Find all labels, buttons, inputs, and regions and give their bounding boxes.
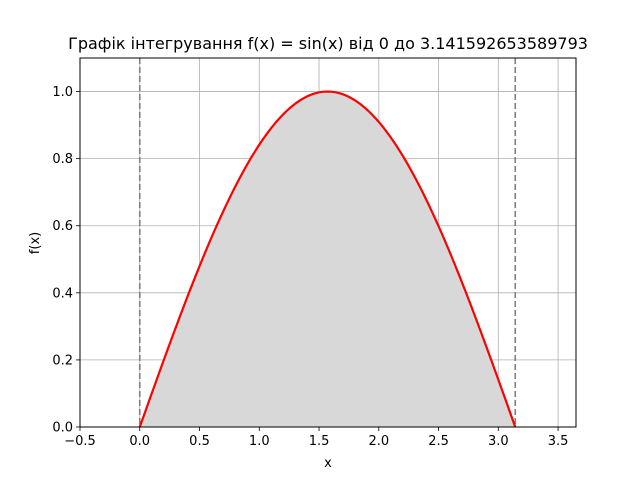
integral-area-layer xyxy=(139,91,516,428)
function-curve xyxy=(138,90,517,428)
plot-frame xyxy=(79,57,577,428)
y-tick-label: 0.8 xyxy=(52,152,73,167)
x-tick-label: −0.5 xyxy=(64,434,96,449)
x-tick-label: 0.5 xyxy=(189,434,210,449)
y-tick-label: 0.0 xyxy=(52,421,73,436)
x-axis-ticks: −0.5 0.0 0.5 1.0 1.5 2.0 2.5 3.0 3.5 xyxy=(64,427,568,449)
x-tick-label: 1.0 xyxy=(249,434,270,449)
x-axis-label: x xyxy=(324,456,332,471)
y-tick-label: 0.2 xyxy=(52,353,73,368)
x-tick-label: 1.5 xyxy=(309,434,330,449)
x-tick-label: 3.5 xyxy=(548,434,569,449)
x-tick-label: 2.5 xyxy=(428,434,449,449)
integral-area xyxy=(139,91,516,428)
y-tick-label: 0.6 xyxy=(52,219,73,234)
bound-lines xyxy=(138,58,517,427)
y-tick-label: 0.4 xyxy=(52,286,73,301)
x-tick-label: 0.0 xyxy=(129,434,150,449)
function-curve-layer xyxy=(138,90,517,428)
y-tick-label: 1.0 xyxy=(52,85,73,100)
y-axis-label: f(x) xyxy=(28,232,43,254)
chart-title: Графік інтегрування f(x) = sin(x) від 0 … xyxy=(68,34,588,53)
x-tick-label: 2.0 xyxy=(368,434,389,449)
x-tick-label: 3.0 xyxy=(488,434,509,449)
y-axis-ticks: 0.0 0.2 0.4 0.6 0.8 1.0 xyxy=(52,85,80,436)
